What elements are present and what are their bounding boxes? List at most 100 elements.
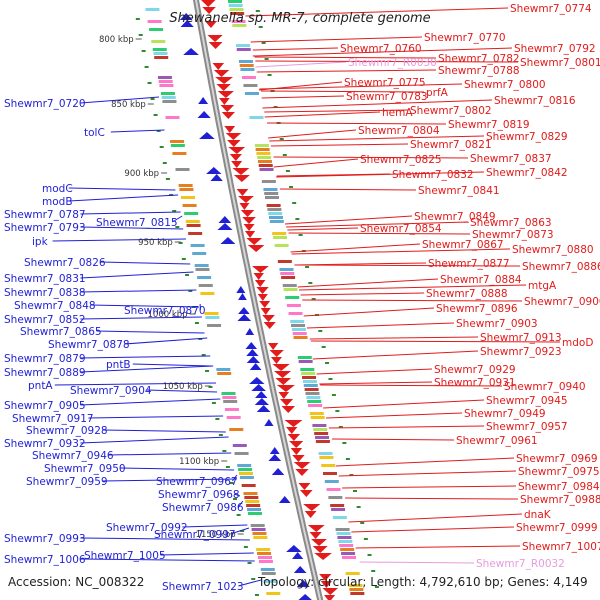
gene-label-right[interactable]: mtgA [528, 280, 557, 292]
gene-label-right[interactable]: prfA [426, 87, 449, 99]
forward-gene-arrow[interactable] [219, 98, 230, 105]
forward-gene-arrow[interactable] [307, 525, 325, 532]
gene-label-right[interactable]: Shewmr7_0984 [518, 481, 600, 493]
gene-label-right[interactable]: Shewmr7_0969 [516, 453, 598, 465]
gene-label-right[interactable]: Shewmr7_0842 [486, 167, 568, 179]
gene-label-right[interactable]: Shewmr7_0816 [494, 95, 576, 107]
gene-label-right[interactable]: Shewmr7_0775 [344, 77, 426, 89]
forward-gene-arrow[interactable] [312, 546, 328, 553]
reverse-gene-arrow[interactable] [264, 419, 274, 426]
gene-label-left[interactable]: Shewmr7_0932 [4, 438, 86, 450]
gene-label-left[interactable]: Shewmr7_0993 [4, 533, 86, 545]
gene-label-right[interactable]: Shewmr7_0940 [504, 381, 586, 393]
forward-gene-arrow[interactable] [284, 420, 303, 427]
gene-label-left[interactable]: Shewmr7_0986 [162, 502, 244, 514]
forward-gene-arrow[interactable] [273, 371, 292, 378]
gene-label-left[interactable]: Shewmr7_0793 [4, 222, 86, 234]
gene-label-left[interactable]: Shewmr7_0878 [48, 339, 130, 351]
gene-label-right[interactable]: Shewmr7_0825 [360, 154, 442, 166]
gene-label-left[interactable]: Shewmr7_0879 [4, 353, 86, 365]
gene-label-left[interactable]: Shewmr7_0968 [158, 489, 240, 501]
forward-gene-arrow[interactable] [263, 322, 276, 329]
forward-gene-arrow[interactable] [225, 133, 242, 140]
gene-label-right[interactable]: Shewmr7_0961 [456, 435, 538, 447]
forward-gene-arrow[interactable] [298, 483, 311, 490]
forward-gene-arrow[interactable] [236, 189, 249, 196]
gene-label-left[interactable]: Shewmr7_0852 [4, 314, 86, 326]
gene-label-left[interactable]: modC [42, 183, 73, 195]
gene-label-left[interactable]: Shewmr7_0904 [70, 385, 152, 397]
forward-gene-arrow[interactable] [281, 406, 296, 413]
gene-label-right[interactable]: Shewmr7_R0032 [476, 558, 565, 570]
forward-gene-arrow[interactable] [216, 84, 231, 91]
forward-gene-arrow[interactable] [309, 532, 322, 539]
forward-gene-arrow[interactable] [260, 308, 271, 315]
gene-label-left[interactable]: Shewmr7_0997 [154, 529, 236, 541]
forward-gene-arrow[interactable] [303, 504, 321, 511]
forward-gene-arrow[interactable] [244, 231, 256, 238]
forward-gene-arrow[interactable] [290, 448, 303, 455]
gene-label-right[interactable]: Shewmr7_0832 [392, 169, 474, 181]
gene-label-left[interactable]: Shewmr7_0826 [24, 257, 106, 269]
reverse-gene-arrow[interactable] [251, 384, 266, 391]
forward-gene-arrow[interactable] [201, 0, 216, 7]
gene-label-right[interactable]: Shewmr7_0782 [438, 53, 520, 65]
gene-label-left[interactable]: modB [42, 196, 73, 208]
forward-gene-arrow[interactable] [319, 574, 332, 581]
forward-gene-arrow[interactable] [279, 399, 294, 406]
gene-label-left[interactable]: Shewmr7_0815 [96, 217, 178, 229]
forward-gene-arrow[interactable] [324, 595, 336, 600]
forward-gene-arrow[interactable] [295, 469, 309, 476]
reverse-gene-arrow[interactable] [237, 314, 252, 321]
forward-gene-arrow[interactable] [238, 196, 254, 203]
gene-label-right[interactable]: hemA [382, 107, 413, 119]
gene-label-right[interactable]: Shewmr7_0804 [358, 125, 440, 137]
gene-label-right[interactable]: dnaK [524, 509, 552, 521]
reverse-gene-arrow[interactable] [220, 237, 236, 244]
reverse-gene-arrow[interactable] [179, 13, 193, 20]
gene-label-right[interactable]: Shewmr7_0783 [346, 91, 428, 103]
reverse-gene-arrow[interactable] [271, 468, 285, 475]
forward-gene-arrow[interactable] [232, 168, 250, 175]
gene-label-right[interactable]: Shewmr7_0873 [472, 229, 554, 241]
forward-gene-arrow[interactable] [286, 427, 298, 434]
forward-gene-arrow[interactable] [269, 350, 284, 357]
gene-label-left[interactable]: Shewmr7_0905 [4, 400, 86, 412]
reverse-gene-arrow[interactable] [292, 552, 304, 559]
forward-gene-arrow[interactable] [242, 217, 256, 224]
reverse-gene-arrow[interactable] [293, 566, 307, 573]
gene-label-left[interactable]: pntB [106, 359, 131, 371]
gene-label-right[interactable]: Shewmr7_0975 [518, 466, 600, 478]
reverse-gene-arrow[interactable] [246, 356, 260, 363]
forward-gene-arrow[interactable] [217, 91, 234, 98]
reverse-gene-arrow[interactable] [255, 391, 268, 398]
reverse-gene-arrow[interactable] [249, 363, 262, 370]
gene-label-right[interactable]: Shewmr7_0896 [436, 303, 518, 315]
gene-label-right[interactable]: Shewmr7_0849 [414, 211, 496, 223]
gene-label-right[interactable]: Shewmr7_0819 [448, 119, 530, 131]
reverse-gene-arrow[interactable] [236, 286, 246, 293]
gene-label-right[interactable]: Shewmr7_0801 [520, 57, 600, 69]
gene-label-left[interactable]: Shewmr7_0787 [4, 209, 86, 221]
forward-gene-arrow[interactable] [276, 385, 295, 392]
gene-label-right[interactable]: Shewmr7_0957 [486, 421, 568, 433]
gene-label-right[interactable]: Shewmr7_0931 [434, 377, 516, 389]
reverse-gene-arrow[interactable] [269, 447, 280, 454]
forward-gene-arrow[interactable] [247, 245, 265, 252]
reverse-gene-arrow[interactable] [210, 174, 223, 181]
forward-gene-arrow[interactable] [213, 70, 230, 77]
reverse-gene-arrow[interactable] [197, 111, 211, 118]
forward-gene-arrow[interactable] [304, 511, 317, 518]
forward-gene-arrow[interactable] [220, 105, 235, 112]
gene-label-right[interactable]: Shewmr7_0802 [410, 105, 492, 117]
forward-gene-arrow[interactable] [243, 224, 255, 231]
forward-gene-arrow[interactable] [208, 42, 223, 49]
gene-label-left[interactable]: Shewmr7_0928 [26, 425, 108, 437]
reverse-gene-arrow[interactable] [278, 496, 291, 503]
gene-label-right[interactable]: Shewmr7_0774 [510, 3, 592, 15]
gene-label-left[interactable]: Shewmr7_0950 [44, 463, 126, 475]
forward-gene-arrow[interactable] [224, 126, 236, 133]
forward-gene-arrow[interactable] [292, 455, 305, 462]
reverse-gene-arrow[interactable] [297, 594, 313, 600]
forward-gene-arrow[interactable] [229, 154, 242, 161]
